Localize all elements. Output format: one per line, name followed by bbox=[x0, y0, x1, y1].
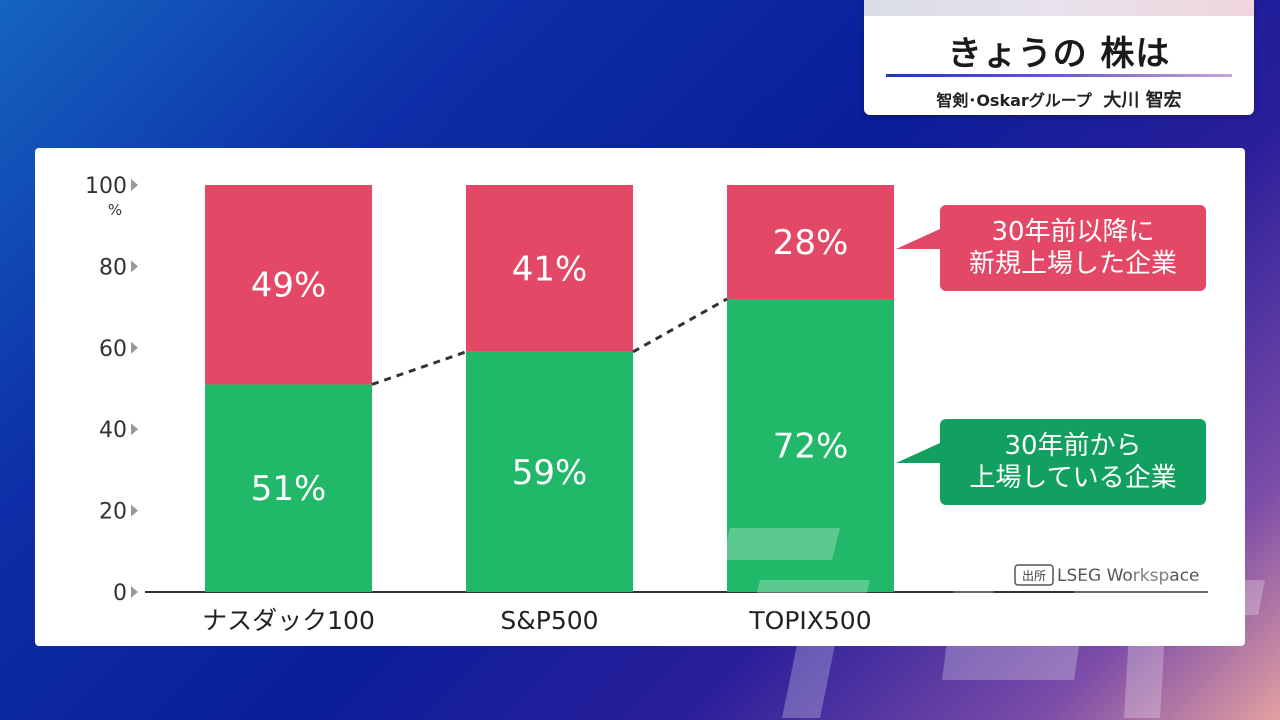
title-divider bbox=[886, 74, 1232, 77]
x-category-label: TOPIX500 bbox=[748, 606, 871, 635]
connector-dashed-line bbox=[371, 350, 467, 386]
callout-text-long: 上場している企業 bbox=[969, 463, 1176, 493]
title-card: きょうの 株は 智剣･Oskarグループ 大川 智宏 bbox=[864, 0, 1254, 115]
stacked-bar-chart: 0 20 40 60 80 100% 51% 49% ナスダック100 59% 41% S&P500 7… bbox=[85, 174, 1208, 635]
y-unit-label: % bbox=[108, 201, 122, 219]
data-label-long-listed: 51% bbox=[251, 469, 327, 509]
bar-segment-long-listed bbox=[727, 298, 894, 592]
y-tick-label: 0 bbox=[113, 581, 127, 606]
bar-segment-long-listed bbox=[466, 351, 633, 592]
chart-panel: 0 20 40 60 80 100% 51% 49% ナスダック100 59% 41% S&P500 7… bbox=[35, 148, 1245, 646]
data-label-long-listed: 72% bbox=[773, 426, 849, 466]
data-label-new-listed: 41% bbox=[512, 249, 588, 289]
data-label-new-listed: 49% bbox=[251, 266, 327, 306]
connector-dashed-line bbox=[632, 297, 728, 354]
y-tick-arrow bbox=[131, 504, 138, 517]
title-card-topbar bbox=[864, 0, 1254, 16]
data-label-long-listed: 59% bbox=[512, 453, 588, 493]
y-tick-arrow bbox=[131, 179, 138, 191]
source-tag-box bbox=[1014, 564, 1054, 586]
callout-pointer-long bbox=[896, 443, 940, 463]
source-label: LSEG Workspace bbox=[1057, 566, 1200, 586]
program-title: きょうの 株は bbox=[947, 34, 1171, 74]
callout-box-long bbox=[940, 419, 1206, 505]
y-tick-arrow bbox=[131, 260, 138, 273]
bar-segment-long-listed bbox=[205, 384, 372, 592]
presenter-affiliation: 智剣･Oskarグループ bbox=[936, 91, 1092, 110]
callout-box-new bbox=[940, 205, 1206, 291]
y-tick-arrow bbox=[131, 423, 138, 436]
callout-text-long: 30年前から bbox=[1004, 431, 1141, 461]
y-tick-arrow bbox=[131, 341, 138, 354]
y-tick-label: 80 bbox=[99, 255, 127, 280]
y-tick-label: 40 bbox=[99, 418, 127, 443]
presenter-name: 大川 智宏 bbox=[1103, 90, 1182, 111]
y-tick-label: 60 bbox=[99, 337, 127, 362]
callout-pointer-new bbox=[896, 229, 940, 249]
source-tag-label: 出所 bbox=[1022, 569, 1046, 583]
callout-text-new: 新規上場した企業 bbox=[969, 249, 1177, 279]
bar-segment-new-listed bbox=[205, 185, 372, 385]
y-tick-label: 20 bbox=[99, 500, 127, 525]
x-category-label: S&P500 bbox=[500, 606, 598, 635]
broadcaster-watermark bbox=[722, 528, 1265, 718]
y-tick-arrow bbox=[131, 586, 138, 598]
y-tick-label: 100 bbox=[85, 174, 127, 199]
bar-segment-new-listed bbox=[466, 185, 633, 352]
x-category-label: ナスダック100 bbox=[202, 606, 375, 635]
presenter-line: 智剣･Oskarグループ 大川 智宏 bbox=[864, 86, 1254, 112]
bar-segment-new-listed bbox=[727, 185, 894, 299]
data-label-new-listed: 28% bbox=[773, 223, 849, 263]
callout-text-new: 30年前以降に bbox=[991, 217, 1154, 247]
